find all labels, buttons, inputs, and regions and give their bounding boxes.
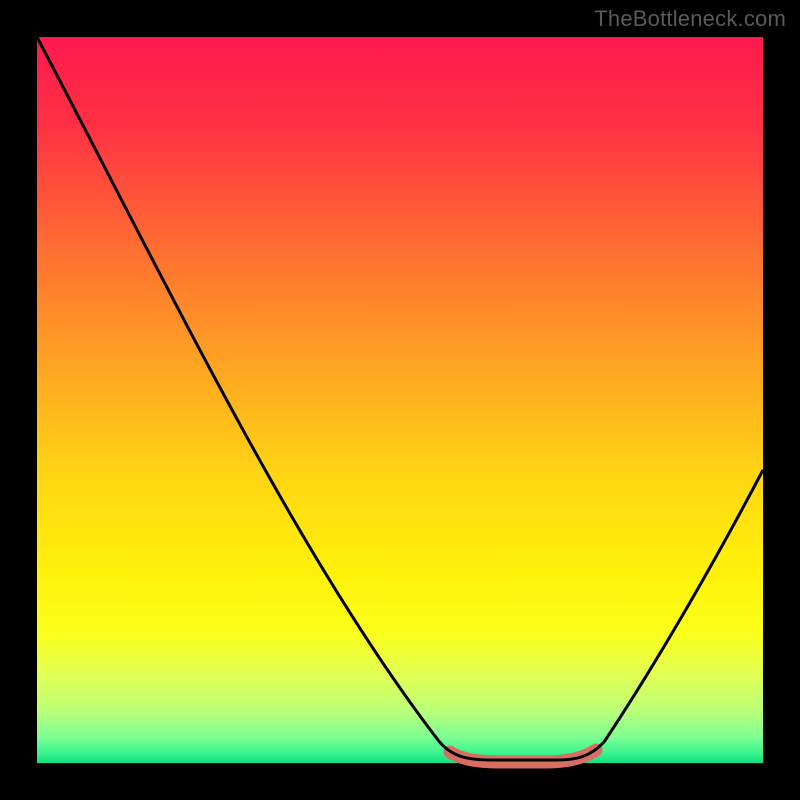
chart-container: TheBottleneck.com bbox=[0, 0, 800, 800]
gradient-fill bbox=[37, 37, 763, 763]
bottleneck-chart bbox=[0, 0, 800, 800]
